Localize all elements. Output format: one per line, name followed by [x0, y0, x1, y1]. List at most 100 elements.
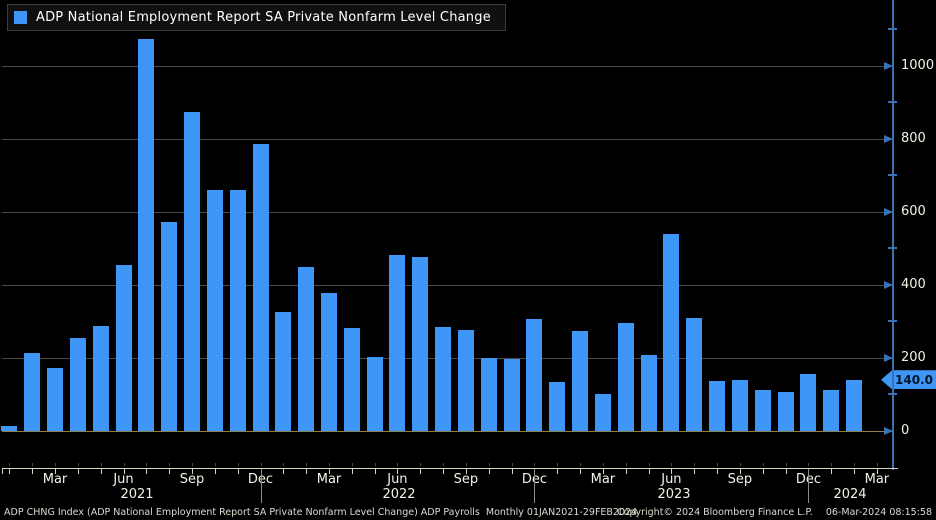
bar-nov-2022[interactable] [503, 359, 520, 431]
bar-sep-2023[interactable] [731, 380, 748, 431]
bar-dec-2023[interactable] [800, 373, 817, 431]
x-quarter-label: Mar [42, 472, 68, 487]
bar-jun-2022[interactable] [389, 254, 406, 431]
x-month-tick [329, 469, 330, 474]
bar-jan-2022[interactable] [275, 312, 292, 431]
x-month-tick-inner [214, 463, 216, 466]
x-month-tick-inner [123, 463, 125, 466]
x-month-tick-inner [808, 463, 810, 466]
bar-may-2021[interactable] [92, 326, 109, 431]
x-month-tick-inner [465, 463, 467, 466]
x-month-tick [306, 469, 308, 474]
bar-feb-2022[interactable] [298, 267, 315, 431]
x-month-tick [100, 469, 102, 474]
x-month-tick-inner [785, 463, 787, 466]
x-month-tick-inner [192, 463, 193, 466]
bar-jul-2022[interactable] [412, 257, 429, 431]
x-month-tick-inner [237, 463, 239, 466]
bar-feb-2021[interactable] [24, 352, 41, 431]
x-month-tick-inner [717, 463, 719, 466]
bar-apr-2022[interactable] [343, 327, 360, 431]
y-tick-label: 1000 [901, 57, 935, 73]
bar-apr-2021[interactable] [69, 337, 86, 431]
x-year-label: 2022 [382, 487, 416, 502]
x-quarter-label: Mar [316, 472, 342, 487]
bar-aug-2021[interactable] [161, 221, 178, 431]
x-month-tick-inner [671, 463, 673, 466]
bar-oct-2022[interactable] [480, 357, 497, 431]
bar-jun-2021[interactable] [115, 264, 132, 431]
bar-dec-2021[interactable] [252, 144, 269, 431]
bar-jun-2023[interactable] [663, 233, 680, 431]
x-month-tick-inner [283, 463, 285, 466]
y-minor-tick [888, 320, 897, 323]
x-month-tick-inner [488, 463, 490, 466]
x-month-tick-inner [557, 463, 559, 466]
y-minor-tick [888, 174, 897, 177]
x-month-tick [9, 469, 11, 474]
year-divider-line [534, 469, 536, 503]
bar-may-2023[interactable] [640, 355, 657, 431]
y-tick-label: 800 [901, 130, 926, 146]
x-month-tick [192, 469, 193, 474]
footer-copyright: Copyright© 2024 Bloomberg Finance L.P. [617, 507, 813, 518]
bar-sep-2022[interactable] [457, 329, 474, 431]
bar-sep-2021[interactable] [184, 111, 200, 431]
x-month-tick-inner [329, 463, 330, 466]
footer: ADP CHNG Index (ADP National Employment … [0, 504, 936, 520]
x-month-tick-inner [9, 463, 11, 466]
y-tick-arrow [884, 280, 893, 289]
x-month-tick [739, 469, 741, 474]
x-month-tick [443, 469, 445, 474]
x-month-tick [77, 469, 79, 474]
series-swatch-icon [14, 11, 27, 24]
x-month-tick-inner [694, 463, 696, 466]
bar-feb-2024[interactable] [846, 379, 862, 431]
x-month-tick [420, 469, 422, 474]
bar-jul-2021[interactable] [138, 38, 155, 431]
bar-mar-2023[interactable] [594, 393, 611, 431]
bar-jan-2024[interactable] [823, 390, 840, 431]
bar-mar-2022[interactable] [321, 292, 337, 431]
x-month-tick-inner [55, 463, 56, 466]
bar-mar-2021[interactable] [47, 367, 63, 431]
x-quarter-label: Jun [387, 472, 408, 487]
x-month-tick [146, 469, 148, 474]
x-month-tick [32, 469, 34, 474]
bar-oct-2023[interactable] [754, 390, 771, 431]
bar-jan-2023[interactable] [549, 382, 566, 431]
x-month-tick-inner [397, 463, 399, 466]
legend[interactable]: ADP National Employment Report SA Privat… [7, 4, 506, 31]
x-month-tick [671, 469, 673, 474]
x-month-tick-inner [77, 463, 79, 466]
y-tick-label: 200 [901, 349, 926, 365]
x-month-tick [237, 469, 239, 474]
x-month-tick [397, 469, 399, 474]
bar-oct-2021[interactable] [206, 189, 223, 431]
bar-may-2022[interactable] [366, 357, 383, 431]
x-month-tick [785, 469, 787, 474]
bar-dec-2022[interactable] [526, 318, 543, 431]
bar-jan-2021[interactable] [1, 425, 18, 431]
x-month-tick-inner [580, 463, 582, 466]
y-tick-label: 0 [901, 423, 910, 438]
gridline [2, 138, 893, 140]
y-tick-arrow [884, 134, 893, 143]
bar-apr-2023[interactable] [617, 323, 634, 431]
x-month-tick [351, 469, 353, 474]
footer-timestamp: 06-Mar-2024 08:15:58 [825, 507, 932, 518]
bar-aug-2022[interactable] [435, 327, 452, 431]
year-divider-line [808, 469, 810, 503]
gridline [2, 284, 893, 286]
x-month-tick-inner [420, 463, 422, 466]
bar-aug-2023[interactable] [709, 381, 726, 431]
x-month-tick [762, 469, 764, 474]
bar-feb-2023[interactable] [572, 330, 589, 431]
bar-jul-2023[interactable] [686, 318, 703, 431]
x-month-tick [648, 469, 650, 474]
x-month-tick-inner [511, 463, 513, 466]
last-value-text: 140.0 [895, 372, 933, 387]
bar-nov-2021[interactable] [229, 189, 246, 431]
bar-nov-2023[interactable] [777, 392, 794, 431]
